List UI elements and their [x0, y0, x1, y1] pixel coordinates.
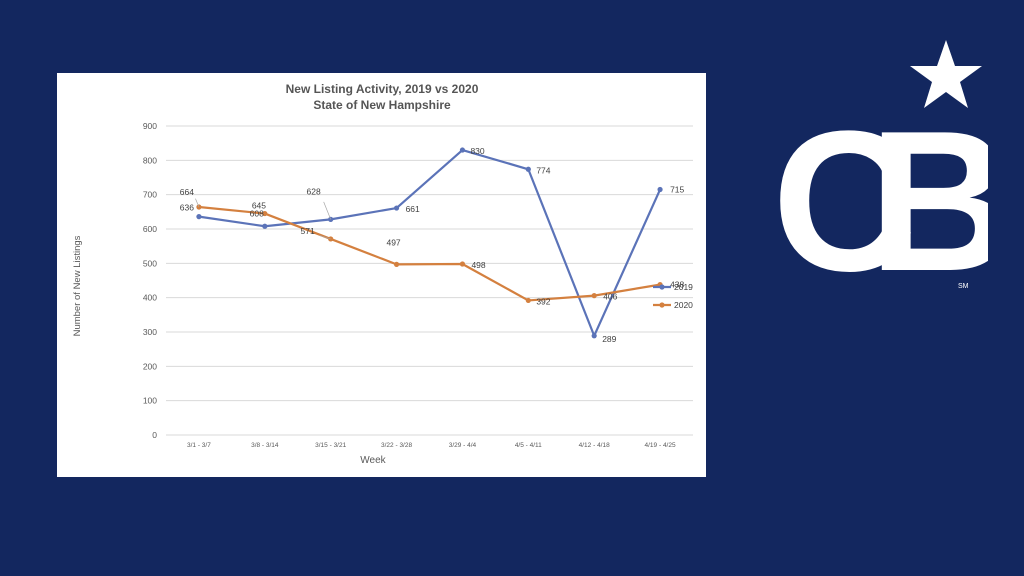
data-label-2020: 392	[536, 296, 550, 306]
data-label-2019: 608	[250, 208, 264, 218]
legend-marker-2019	[659, 284, 665, 290]
data-point-2019	[262, 223, 268, 229]
data-label-2019: 715	[670, 185, 684, 195]
data-point-2019	[657, 186, 663, 193]
data-label-2019: 661	[406, 204, 420, 214]
line-chart: New Listing Activity, 2019 vs 2020 State…	[72, 82, 693, 466]
data-point-2020	[393, 261, 400, 267]
data-point-2019	[591, 333, 597, 339]
data-label-2020: 498	[471, 260, 485, 270]
y-tick-label: 600	[143, 224, 157, 234]
data-label-2020: 571	[301, 226, 315, 236]
y-tick-label: 400	[143, 293, 157, 303]
legend-label-2020: 2020	[674, 300, 693, 310]
label-leader-line	[195, 198, 200, 208]
y-tick-label: 500	[143, 258, 157, 268]
data-point-2020	[262, 210, 268, 217]
data-label-2020: 497	[386, 237, 400, 247]
data-point-2019	[525, 166, 531, 172]
y-tick-label: 200	[143, 361, 157, 371]
axis-ticks: 0 100 200 300 400 500 600 700 800 900 3/1 - 3/7 3/8…	[143, 121, 676, 449]
data-label-2020: 664	[180, 187, 194, 197]
series-line-2019	[198, 148, 662, 337]
data-point-2019	[196, 214, 202, 220]
data-label-2020: 406	[603, 292, 617, 302]
y-tick-label: 0	[152, 430, 157, 440]
x-tick-label: 4/19 - 4/25	[645, 442, 676, 449]
y-tick-label: 800	[143, 155, 157, 165]
x-tick-label: 3/29 - 4/4	[449, 442, 477, 449]
y-axis-label: Number of New Listings	[72, 235, 83, 336]
data-label-2019: 628	[307, 186, 321, 196]
chart-subtitle: State of New Hampshire	[313, 98, 451, 112]
data-label-2019: 636	[180, 203, 194, 213]
y-tick-label: 900	[143, 121, 157, 131]
data-point-2020	[459, 261, 466, 267]
data-point-2020	[591, 293, 597, 299]
y-tick-label: 700	[143, 190, 157, 200]
star-icon	[910, 40, 982, 108]
legend-marker-2020	[659, 302, 665, 308]
y-tick-label: 300	[143, 327, 157, 337]
data-label-2019: 289	[602, 334, 616, 344]
x-tick-label: 3/22 - 3/28	[381, 442, 412, 449]
logo-text: CB	[772, 90, 988, 298]
data-point-2019	[393, 205, 400, 211]
series-layer	[196, 147, 663, 339]
data-label-2019: 774	[536, 165, 550, 175]
x-tick-label: 3/8 - 3/14	[251, 442, 279, 449]
series-line-2020	[198, 205, 661, 302]
legend: 2019 2020	[653, 282, 693, 310]
data-label-2019: 830	[470, 146, 484, 156]
data-point-2019	[459, 147, 466, 153]
data-label-2020: 645	[252, 201, 266, 211]
chart-card: New Listing Activity, 2019 vs 2020 State…	[57, 73, 706, 477]
x-axis-label: Week	[360, 455, 386, 466]
gridlines	[166, 125, 693, 436]
label-leader-line	[323, 201, 332, 220]
data-label-2020: 438	[670, 280, 684, 290]
y-tick-label: 100	[143, 396, 157, 406]
data-point-2020	[525, 297, 531, 304]
chart-title: New Listing Activity, 2019 vs 2020	[286, 82, 479, 96]
coldwell-banker-logo: CB SM	[772, 40, 988, 298]
x-tick-label: 4/5 - 4/11	[515, 442, 542, 449]
x-tick-label: 3/15 - 3/21	[315, 442, 346, 449]
service-mark: SM	[958, 283, 969, 290]
label-leader-line	[319, 235, 331, 240]
x-tick-label: 4/12 - 4/18	[579, 442, 610, 449]
legend-label-2019: 2019	[674, 282, 693, 292]
x-tick-label: 3/1 - 3/7	[187, 442, 211, 449]
data-labels: 636 608 628 661 830 774 289 715 664 645 571 497 498 3…	[180, 146, 685, 344]
